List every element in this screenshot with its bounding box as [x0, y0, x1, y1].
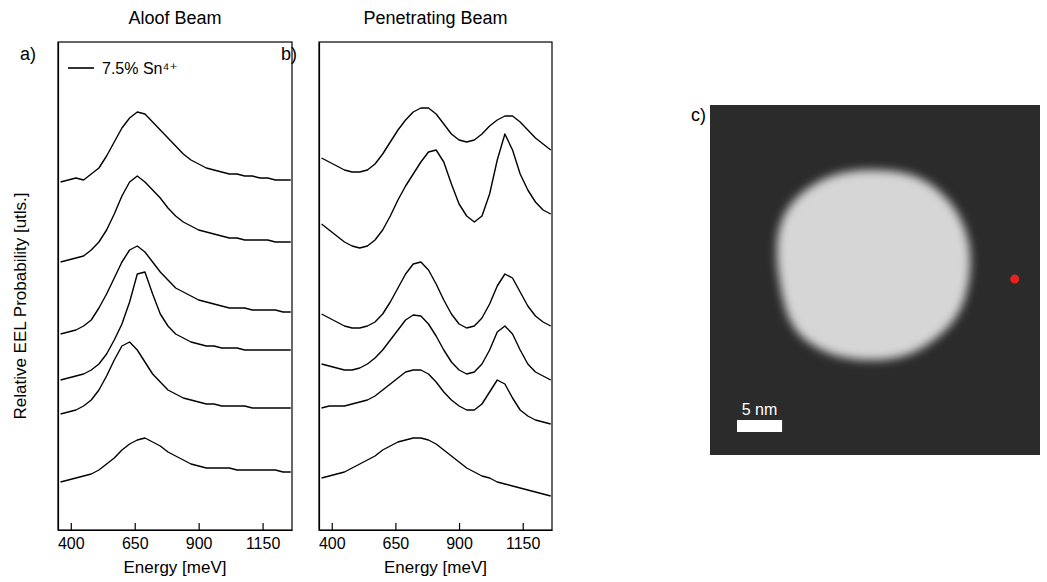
- y-axis: [319, 43, 320, 531]
- x-tick-mark: [459, 523, 460, 530]
- x-tick: 400: [58, 523, 85, 552]
- x-tick-mark: [135, 523, 136, 530]
- x-tick-mark: [199, 523, 200, 530]
- x-tick: 1150: [506, 523, 541, 552]
- spectrum-line: [61, 112, 291, 182]
- x-tick-mark: [332, 523, 333, 530]
- traces: [322, 108, 551, 496]
- x-tick-label: 650: [122, 535, 149, 552]
- beam-markers: [1010, 275, 1019, 284]
- x-axis-title: Energy [meV]: [124, 558, 227, 577]
- particle: [777, 170, 970, 360]
- beam-position: [1010, 275, 1019, 284]
- x-axis-title: Energy [meV]: [384, 558, 487, 577]
- figure: 400 650 900 1150 Aloof Beam a) Energy [meV] Rel…: [0, 0, 1047, 582]
- scale-bar: [737, 420, 782, 432]
- x-tick-label: 1150: [246, 535, 281, 552]
- spectrum-line: [61, 272, 291, 380]
- x-tick-label: 400: [319, 535, 346, 552]
- scale-bar-label: 5 nm: [742, 401, 778, 418]
- x-axis: 400 650 900 1150: [58, 523, 293, 552]
- y-axis-line: [58, 43, 59, 531]
- x-tick-mark: [71, 523, 72, 530]
- x-tick: 650: [383, 523, 410, 552]
- legend: 7.5% Sn⁴⁺: [68, 60, 178, 77]
- x-tick-mark: [523, 523, 524, 530]
- x-tick: 1150: [246, 523, 281, 552]
- spectrum-line: [322, 315, 551, 380]
- panel-label: a): [20, 44, 36, 64]
- y-axis-line: [319, 43, 320, 531]
- x-tick: 400: [319, 523, 346, 552]
- x-tick: 650: [122, 523, 149, 552]
- x-axis-line: [320, 530, 553, 531]
- x-tick-label: 900: [446, 535, 473, 552]
- x-tick-label: 400: [58, 535, 85, 552]
- spectrum-line: [322, 370, 551, 424]
- x-tick-label: 1150: [506, 535, 541, 552]
- traces: [61, 112, 291, 482]
- image-panel: 5 nm c): [691, 105, 1040, 455]
- x-tick-mark: [395, 523, 396, 530]
- legend-swatch: [68, 67, 94, 69]
- panel-title: Penetrating Beam: [363, 8, 507, 28]
- spectrum-line: [322, 262, 551, 328]
- panel: 400 650 900 1150 Aloof Beam a) Energy [meV] Rel…: [11, 8, 293, 577]
- x-tick: 900: [446, 523, 473, 552]
- spectrum-line: [61, 438, 291, 482]
- legend-label: 7.5% Sn⁴⁺: [102, 60, 178, 77]
- y-axis-title: Relative EEL Probability [utls.]: [11, 192, 30, 419]
- x-tick-mark: [262, 523, 263, 530]
- image-background: [710, 105, 1040, 455]
- panel: 400 650 900 1150 Penetrating Beam b) Energy [m…: [281, 8, 553, 577]
- x-tick-label: 900: [186, 535, 213, 552]
- x-tick: 900: [186, 523, 213, 552]
- spectrum-line: [322, 438, 551, 496]
- x-tick-label: 650: [383, 535, 410, 552]
- panel-title: Aloof Beam: [128, 8, 221, 28]
- panel-label: c): [691, 105, 706, 125]
- plot-frame: [319, 42, 552, 530]
- y-axis: [58, 43, 59, 531]
- spectrum-line: [322, 134, 551, 248]
- spectrum-line: [61, 176, 291, 262]
- image: [710, 105, 1040, 455]
- x-axis-line: [59, 530, 293, 531]
- x-axis: 400 650 900 1150: [319, 523, 553, 552]
- panel-label: b): [281, 44, 297, 64]
- spectrum-line: [61, 246, 291, 334]
- plot-frame: [58, 42, 292, 530]
- spectrum-line: [61, 342, 291, 414]
